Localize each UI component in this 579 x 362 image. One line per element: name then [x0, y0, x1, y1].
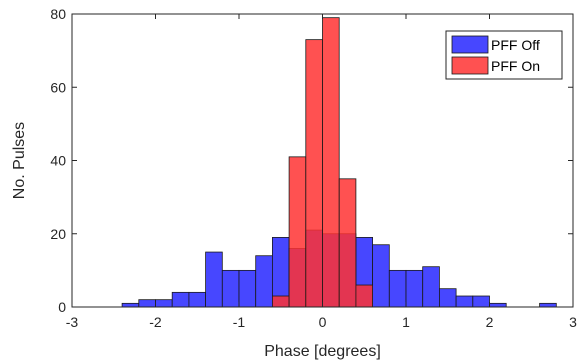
bar-pff-off [188, 291, 206, 308]
bar-pff-on [288, 156, 307, 308]
bar-pff-off [438, 288, 457, 308]
bar-pff-off [138, 299, 156, 308]
y-tick-label: 0 [58, 299, 66, 315]
x-tick-label: -1 [233, 314, 246, 330]
bar-pff-off [472, 295, 490, 308]
bar-pff-off [171, 291, 190, 308]
x-tick-label: 3 [569, 314, 577, 330]
bar-pff-off [221, 269, 240, 308]
bar-pff-on [355, 284, 373, 308]
x-axis-title: Phase [degrees] [264, 343, 381, 360]
y-axis: 0 20 40 60 80 [50, 6, 573, 315]
bar-pff-off [155, 299, 173, 308]
bar-pff-on [305, 39, 323, 308]
bar-pff-off [405, 269, 424, 308]
legend-swatch-pff-off [451, 35, 489, 54]
legend-swatch-pff-on [451, 56, 489, 75]
y-tick-label: 80 [50, 6, 66, 22]
legend-label-pff-on: PFF On [491, 58, 540, 74]
bar-pff-off [372, 244, 390, 308]
bar-pff-on [271, 295, 290, 308]
y-tick-label: 40 [50, 153, 66, 169]
x-tick-label: 1 [402, 314, 410, 330]
bar-pff-off [121, 302, 140, 308]
bar-pff-off [205, 251, 223, 308]
x-tick-label: 2 [486, 314, 494, 330]
legend-label-pff-off: PFF Off [491, 37, 540, 53]
bar-pff-off [489, 302, 507, 308]
x-tick-label: -2 [149, 314, 162, 330]
bar-pff-on [338, 178, 357, 308]
bar-pff-off [238, 269, 257, 308]
x-tick-label: -3 [66, 314, 79, 330]
y-tick-label: 20 [50, 226, 66, 242]
legend: PFF Off PFF On [445, 30, 563, 80]
bar-pff-off [255, 255, 273, 308]
x-axis: -3 -2 -1 0 1 2 3 [66, 14, 577, 330]
bar-pff-off [539, 302, 557, 308]
bar-pff-off [455, 295, 474, 308]
bar-pff-on [322, 17, 340, 308]
x-tick-label: 0 [319, 314, 327, 330]
series-pff-on-bars [271, 17, 373, 308]
bar-pff-off [388, 269, 407, 308]
bar-pff-off [422, 266, 440, 308]
y-tick-label: 60 [50, 79, 66, 95]
y-axis-title: No. Pulses [11, 122, 28, 199]
